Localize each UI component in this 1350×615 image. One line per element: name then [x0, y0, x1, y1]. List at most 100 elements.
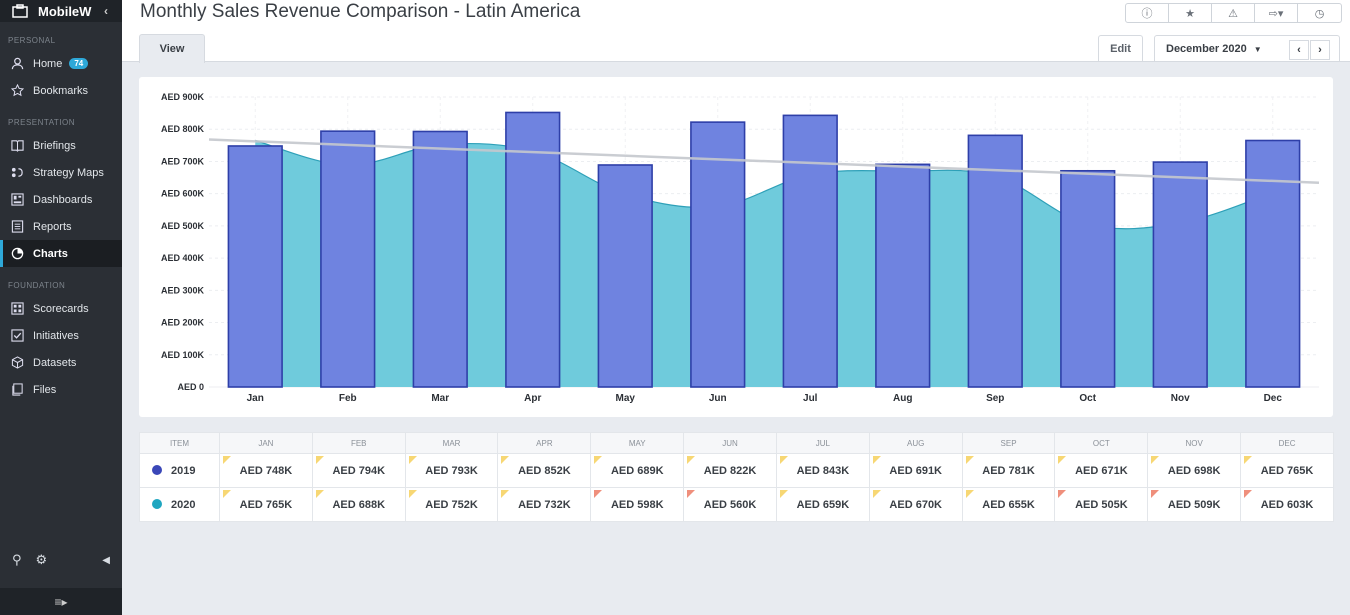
table-cell[interactable]: AED 732K: [497, 487, 592, 522]
search-icon[interactable]: ⚲: [12, 552, 22, 567]
table-row[interactable]: 2019 AED 748K AED 794K AED 793K AED 852K AED …: [139, 453, 1334, 488]
table-cell[interactable]: AED 765K: [1240, 453, 1334, 488]
table-cell[interactable]: AED 852K: [497, 453, 592, 488]
sidebar-item-reports[interactable]: Reports: [0, 213, 122, 240]
table-header-cell: FEB: [311, 432, 406, 454]
bar-2019: [412, 130, 468, 388]
table-cell[interactable]: AED 560K: [683, 487, 777, 522]
sidebar-item-label: Charts: [33, 247, 68, 260]
row-label: 2020: [139, 487, 220, 522]
table-header-cell: AUG: [868, 432, 963, 454]
clock-icon[interactable]: ◷: [1314, 7, 1325, 20]
table-cell[interactable]: AED 748K: [219, 453, 313, 488]
y-tick-label: AED 200K: [161, 318, 205, 328]
menu-toggle-icon[interactable]: ≡▸: [0, 588, 122, 615]
chevron-left-icon[interactable]: ‹: [104, 4, 108, 18]
status-flag-icon: [965, 490, 974, 498]
chart: AED 0 AED 100K AED 200K AED 300K AED 400K AED…: [161, 92, 1320, 404]
series-dot-icon: [152, 498, 162, 509]
sidebar-item-label: Scorecards: [33, 302, 89, 315]
period-label: December 2020: [1166, 43, 1247, 55]
tab-view[interactable]: View: [139, 34, 205, 63]
table-header-cell: ITEM: [139, 432, 220, 454]
table-cell[interactable]: AED 655K: [961, 487, 1056, 522]
sidebar-item-charts[interactable]: Charts: [0, 240, 122, 267]
status-flag-icon: [1058, 490, 1067, 498]
brand[interactable]: MobileW ‹: [0, 0, 122, 22]
x-tick-label: Mar: [431, 393, 449, 404]
bar-2019: [1060, 169, 1116, 388]
x-tick-label: Jul: [803, 393, 818, 404]
table-cell[interactable]: AED 765K: [219, 487, 313, 522]
table-cell[interactable]: AED 509K: [1147, 487, 1242, 522]
bar-2019: [505, 111, 561, 388]
table-row[interactable]: 2020 AED 765K AED 688K AED 752K AED 732K AED …: [139, 487, 1334, 522]
info-icon[interactable]: ⓘ: [1126, 4, 1169, 22]
table-cell[interactable]: AED 752K: [404, 487, 499, 522]
table-cell[interactable]: AED 598K: [590, 487, 685, 522]
table-body: 2019 AED 748K AED 794K AED 793K AED 852K AED …: [139, 453, 1334, 522]
bar-2019: [782, 114, 838, 388]
table-header-cell: JAN: [219, 432, 313, 454]
table-header-cell: MAY: [590, 432, 685, 454]
export-icon[interactable]: ⇨▾: [1255, 4, 1298, 22]
chevron-left-icon[interactable]: ‹: [1289, 40, 1309, 60]
sidebar-item-dashboards[interactable]: Dashboards: [0, 186, 122, 213]
edit-button[interactable]: Edit: [1098, 35, 1143, 62]
sidebar-item-label: Strategy Maps: [33, 166, 104, 179]
sidebar-item-label: Initiatives: [33, 329, 79, 342]
table-cell[interactable]: AED 688K: [311, 487, 406, 522]
table-cell[interactable]: AED 603K: [1240, 487, 1334, 522]
sidebar-item-bookmarks[interactable]: Bookmarks: [0, 77, 122, 104]
table-cell[interactable]: AED 670K: [868, 487, 963, 522]
sidebar-item-files[interactable]: Files: [0, 376, 122, 403]
period-selector[interactable]: December 2020 ▼ ‹ ›: [1154, 35, 1340, 62]
trendline: [208, 138, 1320, 184]
table-header-cell: OCT: [1054, 432, 1149, 454]
collapse-left-icon[interactable]: ◀: [102, 554, 110, 566]
sidebar-item-datasets[interactable]: Datasets: [0, 349, 122, 376]
x-tick-label: Apr: [524, 393, 541, 404]
star-icon[interactable]: ★: [1169, 4, 1212, 22]
status-flag-icon: [872, 490, 881, 498]
bar-2019: [1245, 139, 1301, 388]
table-cell[interactable]: AED 843K: [775, 453, 870, 488]
sidebar-item-home[interactable]: Home 74: [0, 50, 122, 77]
chevron-right-icon[interactable]: ›: [1310, 40, 1330, 60]
table-cell[interactable]: AED 505K: [1054, 487, 1149, 522]
table-cell[interactable]: AED 822K: [683, 453, 777, 488]
status-flag-icon: [687, 490, 696, 498]
status-flag-icon: [315, 490, 324, 498]
status-flag-icon: [1151, 456, 1160, 464]
table-cell[interactable]: AED 659K: [775, 487, 870, 522]
x-tick-label: Sep: [986, 393, 1004, 404]
files-icon: [10, 383, 24, 397]
sidebar-item-scorecards[interactable]: Scorecards: [0, 295, 122, 322]
status-flag-icon: [687, 456, 696, 464]
x-tick-label: May: [616, 393, 636, 404]
y-tick-label: AED 0: [177, 382, 204, 392]
book-icon: [10, 139, 24, 153]
warning-icon[interactable]: ⚠: [1212, 4, 1255, 22]
x-tick-label: Aug: [893, 393, 912, 404]
table-cell[interactable]: AED 689K: [590, 453, 685, 488]
table-cell[interactable]: AED 794K: [311, 453, 406, 488]
pie-chart-icon: [10, 247, 24, 261]
table-cell[interactable]: AED 691K: [868, 453, 963, 488]
gear-icon[interactable]: ⚙: [35, 552, 48, 567]
table-cell[interactable]: AED 698K: [1147, 453, 1242, 488]
sidebar-item-label: Bookmarks: [33, 84, 89, 97]
y-tick-label: AED 400K: [161, 253, 205, 263]
table-cell[interactable]: AED 671K: [1054, 453, 1149, 488]
sidebar-item-strategy-maps[interactable]: Strategy Maps: [0, 159, 122, 186]
sidebar-item-initiatives[interactable]: Initiatives: [0, 322, 122, 349]
status-flag-icon: [1058, 456, 1067, 464]
x-tick-label: Jan: [247, 393, 264, 404]
status-flag-icon: [1244, 456, 1253, 464]
table-cell[interactable]: AED 781K: [961, 453, 1056, 488]
series-2020-area: [255, 140, 1273, 387]
user-icon: [10, 57, 24, 71]
sidebar-item-label: Dashboards: [33, 193, 93, 206]
sidebar-item-briefings[interactable]: Briefings: [0, 132, 122, 159]
table-cell[interactable]: AED 793K: [404, 453, 499, 488]
